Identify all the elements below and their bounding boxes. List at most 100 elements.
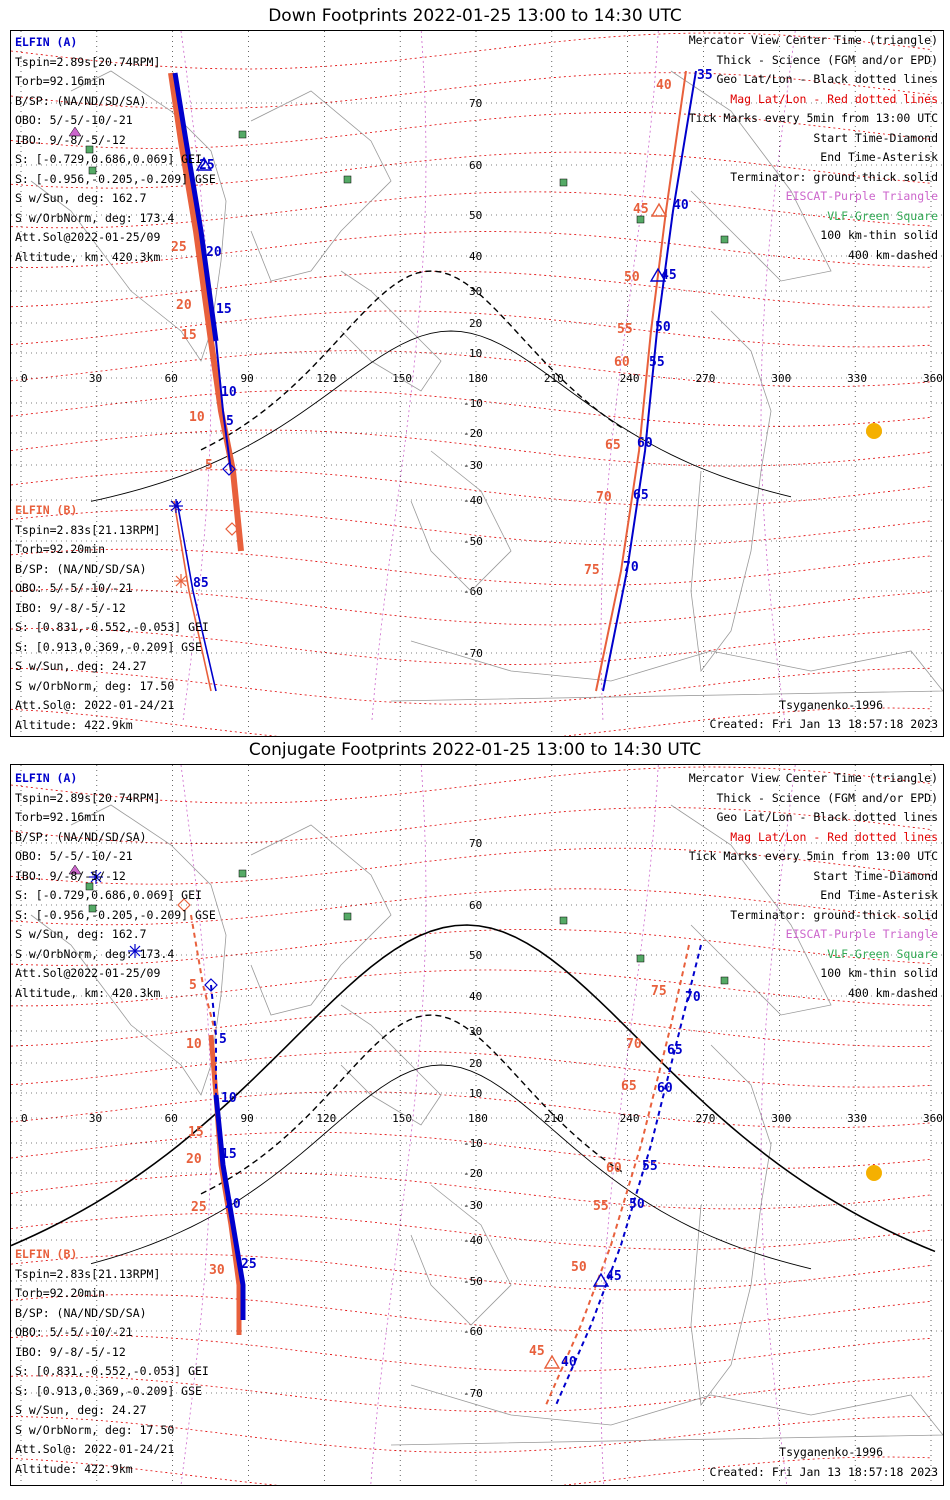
elfin-b-s-gei: S: [0.831,-0.552,-0.053] GEI [15, 620, 209, 634]
elfin-a-s-gse: S: [-0.956,-0.205,-0.209] GSE [15, 171, 216, 186]
longitude-tick-label: 150 [392, 372, 412, 385]
track-tick-label: 45 [661, 268, 677, 283]
elfin-a-torb: Torb=92.16min [15, 810, 106, 824]
elfin-b-s-sun: S w/Sun, deg: 24.27 [15, 659, 147, 673]
elfin-b-early-track [173, 500, 212, 692]
elfin-b-ibo: IBO: 9/-8/-5/-12 [15, 600, 126, 615]
latitude-tick-label: -20 [463, 1167, 483, 1180]
longitude-tick-label: 330 [847, 1112, 867, 1125]
latitude-tick-label: -20 [463, 427, 483, 440]
elfin-b-east-track [595, 70, 687, 692]
mag-longitude-line [180, 31, 212, 722]
elfin-a-tspin: Tspin=2.89s[20.74RPM] [15, 790, 161, 805]
legend-thick: Thick - Science (FGM and/or EPD) [716, 52, 938, 67]
vlf-station-square [720, 976, 729, 985]
elfin-b-info: ELFIN (B) Tspin=2.83s[21.13RPM] Torb=92.… [15, 501, 209, 735]
elfin-a-label: ELFIN (A) [15, 771, 78, 785]
longitude-tick-label: 120 [316, 372, 336, 385]
track-tick-label: 50 [624, 270, 640, 285]
coastline [30, 70, 227, 362]
track-tick-label: 70 [596, 490, 612, 505]
map-legend: Mercator View Center Time (triangle) Thi… [689, 769, 938, 1003]
track-tick-label: 55 [593, 1199, 609, 1214]
elfin-b-bsp: B/SP: (NA/ND/SD/SA) [15, 561, 147, 576]
down-footprints-map: 0 30 60 90 120 150 180 210 240 270 300 330 360 70 60 50… [10, 30, 944, 737]
coastline [390, 640, 943, 702]
longitude-tick-label: 180 [468, 1112, 488, 1125]
created-label: Created: Fri Jan 13 18:57:18 2023 [709, 717, 938, 731]
mag-latitude-line [11, 151, 932, 189]
latitude-tick-label: 40 [469, 250, 482, 263]
mag-latitude-line [11, 1091, 932, 1129]
track-tick-label: 20 [225, 1197, 241, 1212]
mag-latitude-line [11, 509, 932, 546]
track-tick-label: 5 [205, 458, 213, 473]
start-time-diamond [177, 898, 191, 912]
vlf-station-square [238, 869, 247, 878]
mag-latitude-line [11, 969, 932, 1007]
created-label: Created: Fri Jan 13 18:57:18 2023 [709, 1465, 938, 1479]
elfin-a-info: ELFIN (A) Tspin=2.89s[20.74RPM] Torb=92.… [15, 33, 216, 267]
elfin-a-ibo: IBO: 9/-8/-5/-12 [15, 132, 126, 147]
coastline [390, 1384, 943, 1446]
elfin-b-attsol: Att.Sol@: 2022-01-24/21 [15, 1442, 175, 1456]
mag-longitude-line [370, 765, 427, 1485]
track-tick-label: 75 [584, 563, 600, 578]
elfin-b-ibo: IBO: 9/-8/-5/-12 [15, 1344, 126, 1359]
latitude-tick-label: 10 [469, 1087, 482, 1100]
coastline [410, 450, 512, 592]
elfin-b-s-gei: S: [0.831,-0.552,-0.053] GEI [15, 1364, 209, 1378]
track-tick-label: 70 [623, 560, 639, 575]
mag-latitude-line [11, 72, 932, 110]
latitude-tick-label: 60 [469, 899, 482, 912]
elfin-a-bsp: B/SP: (NA/ND/SD/SA) [15, 93, 147, 108]
mag-longitude-line [760, 765, 796, 1485]
coastline [690, 1044, 772, 1407]
track-tick-label: 10 [221, 1091, 237, 1106]
end-time-asterisk [174, 574, 188, 588]
mag-latitude-line [11, 310, 932, 348]
latitude-tick-label: -40 [463, 494, 483, 507]
elfin-b-altitude: Altitude: 422.9km [15, 1461, 133, 1476]
elfin-a-attsol: Att.Sol@2022-01-25/09 [15, 230, 161, 244]
elfin-b-tspin: Tspin=2.83s[21.13RPM] [15, 1266, 161, 1281]
mag-latitude-line [11, 469, 932, 507]
model-label: Tsyganenko-1996 [779, 1445, 883, 1459]
center-time-triangle [592, 1272, 610, 1287]
legend-geo-grid: Geo Lat/Lon - Black dotted lines [716, 72, 938, 86]
elfin-a-ibo: IBO: 9/-8/-5/-12 [15, 868, 126, 883]
mag-latitude-line [11, 1213, 932, 1250]
mag-latitude-line [11, 1131, 932, 1169]
track-tick-label: 20 [186, 1152, 202, 1167]
elfin-b-s-orb: S w/OrbNorm, deg: 17.50 [15, 1422, 175, 1437]
longitude-tick-label: 120 [316, 1112, 336, 1125]
mag-latitude-line [11, 1010, 932, 1047]
elfin-a-s-orb: S w/OrbNorm, deg: 173.4 [15, 946, 175, 961]
latitude-tick-label: 20 [469, 317, 482, 330]
elfin-a-attsol: Att.Sol@2022-01-25/09 [15, 966, 161, 980]
longitude-tick-label: 0 [21, 1112, 28, 1125]
elfin-a-west-track-science [213, 1094, 246, 1320]
longitude-tick-label: 300 [771, 1112, 791, 1125]
latitude-tick-label: 10 [469, 347, 482, 360]
legend-mag-grid: Mag Lat/Lon - Red dotted lines [730, 829, 938, 844]
track-tick-label: 60 [606, 1161, 622, 1176]
vlf-station-square [720, 235, 729, 244]
start-time-diamond [225, 522, 239, 536]
longitude-tick-label: 270 [696, 1112, 716, 1125]
legend-thick: Thick - Science (FGM and/or EPD) [716, 790, 938, 805]
map-canvas: 0 30 60 90 120 150 180 210 240 270 300 330 360706050… [11, 31, 943, 736]
elfin-b-obo: OBO: 5/-5/-10/-21 [15, 581, 133, 595]
latitude-tick-label: -60 [463, 1325, 483, 1338]
vlf-station-square [85, 882, 94, 891]
longitude-tick-label: 60 [165, 1112, 178, 1125]
terminator-400km-line [200, 1014, 626, 1195]
elfin-b-tspin: Tspin=2.83s[21.13RPM] [15, 522, 161, 537]
latitude-tick-label: 20 [469, 1057, 482, 1070]
elfin-b-attsol: Att.Sol@: 2022-01-24/21 [15, 698, 175, 712]
mag-longitude-line [600, 31, 659, 722]
elfin-a-s-gse: S: [-0.956,-0.205,-0.209] GSE [15, 907, 216, 922]
track-tick-label: 40 [561, 1355, 577, 1370]
longitude-tick-label: 30 [89, 1112, 102, 1125]
coastline [410, 1184, 512, 1326]
